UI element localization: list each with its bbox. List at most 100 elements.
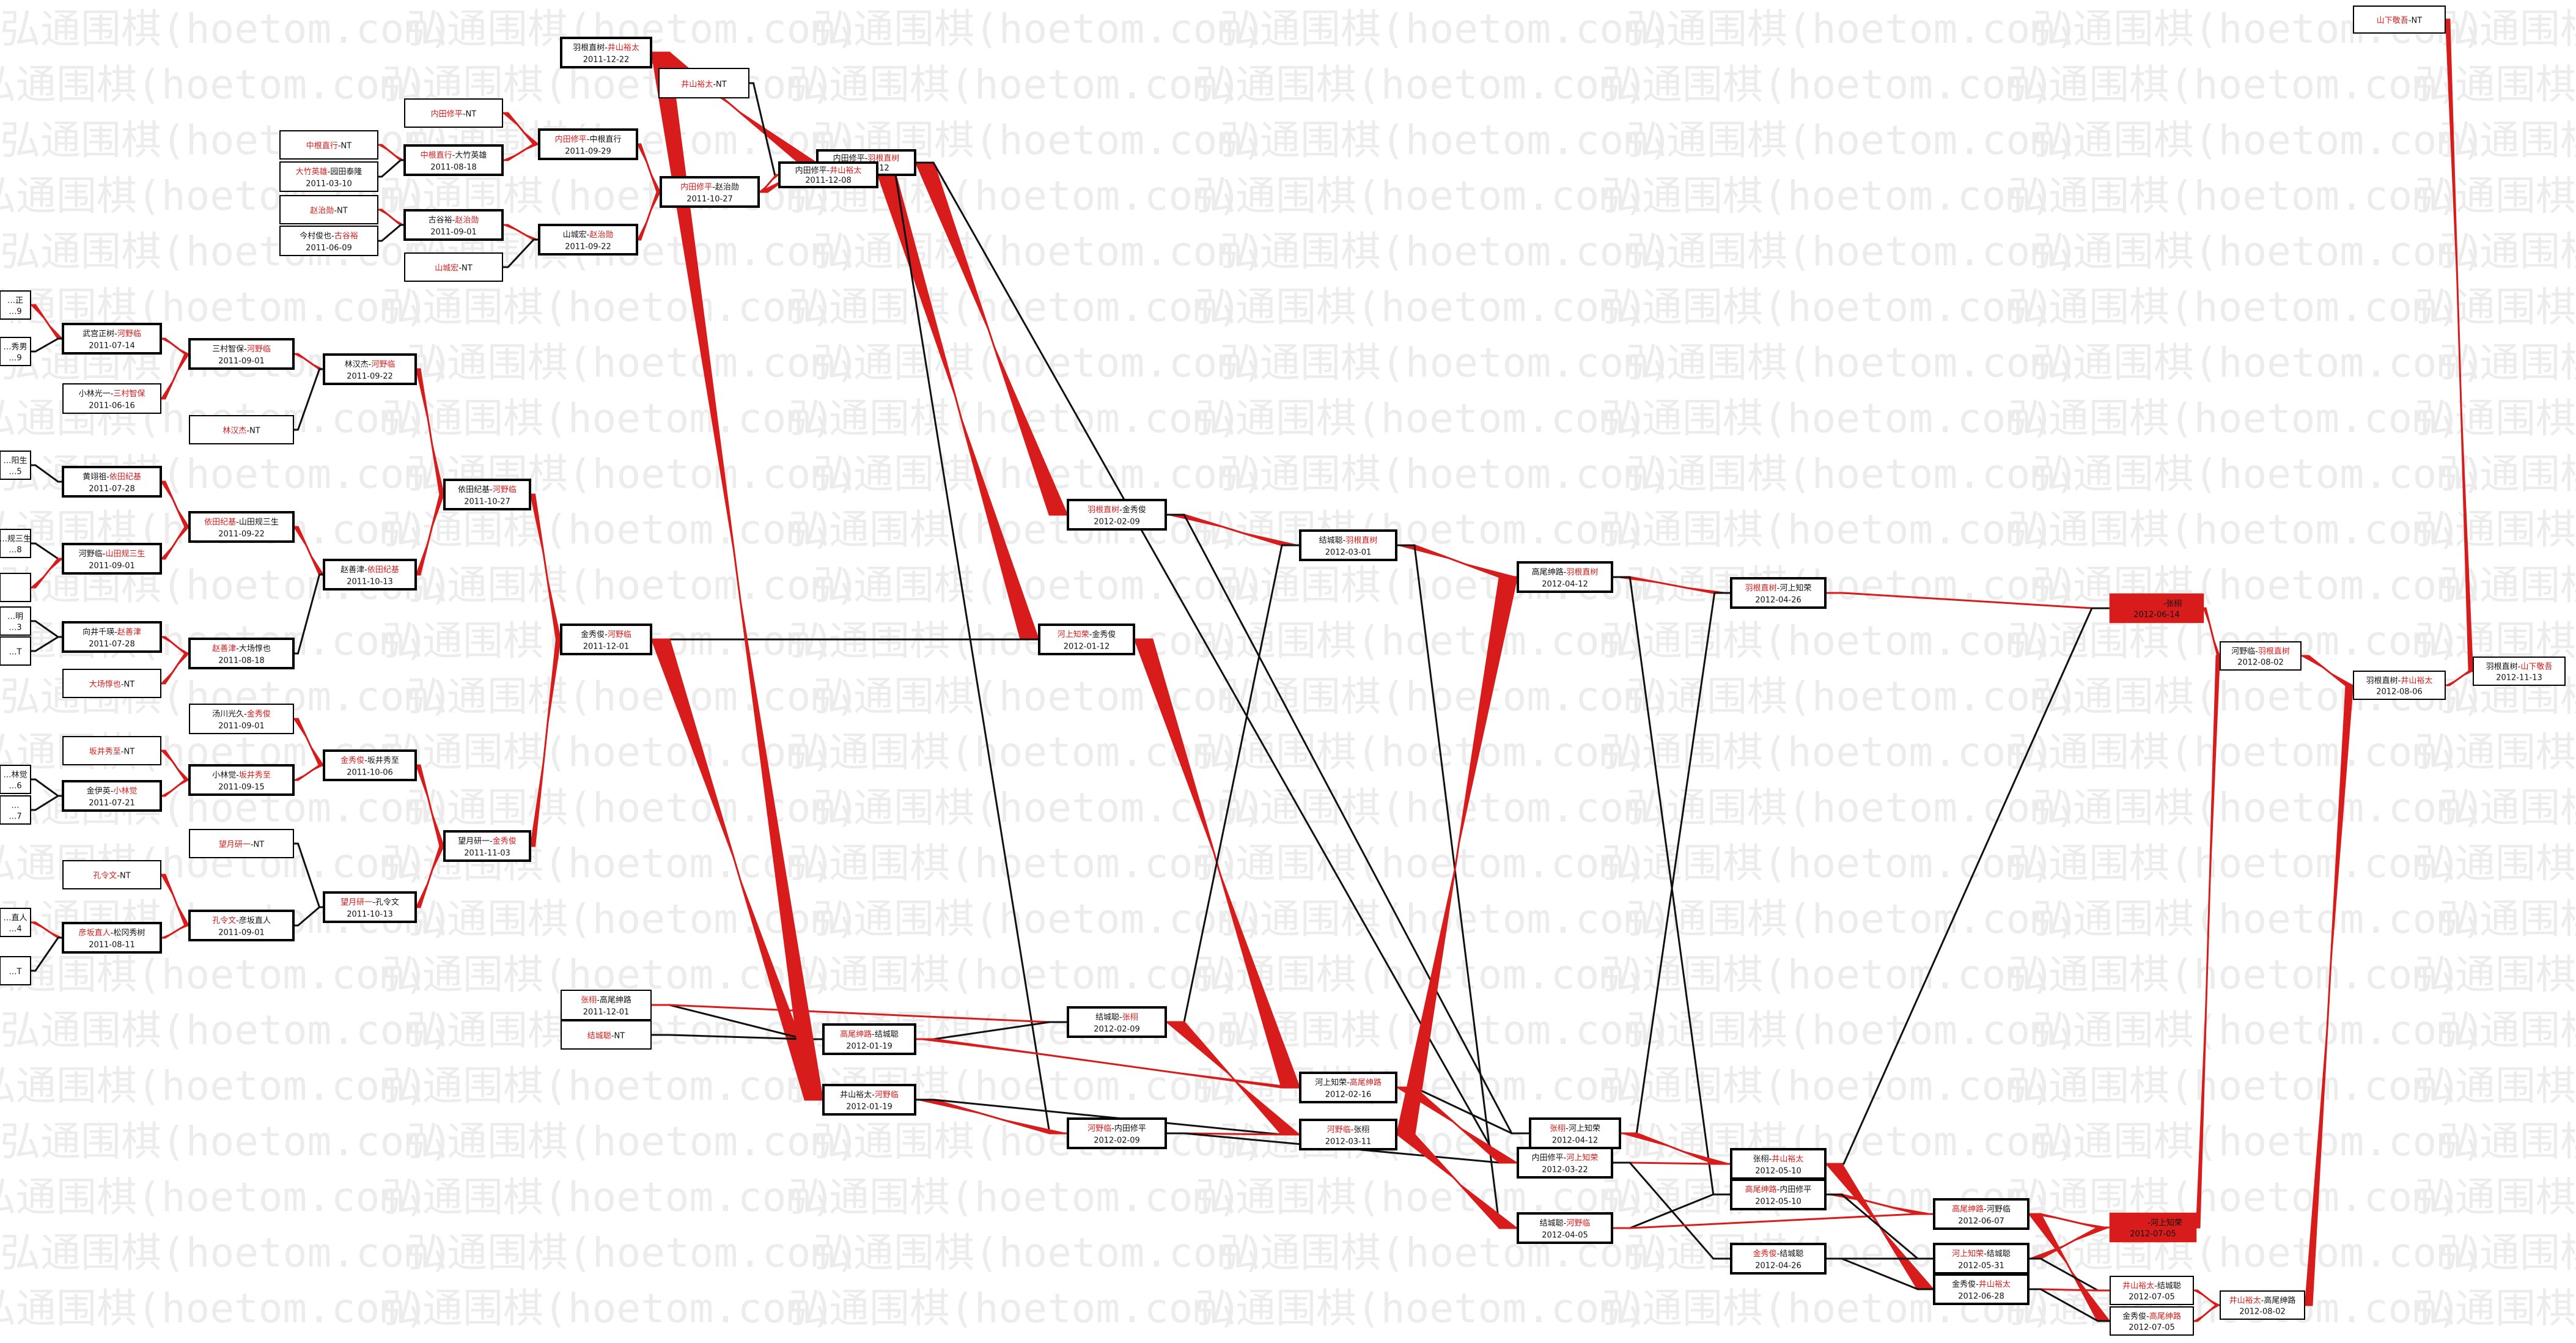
match-box[interactable]: 羽根直树-井山裕太 2012-08-06: [2353, 671, 2446, 700]
bracket-connector: [161, 636, 190, 655]
match-box[interactable]: …直人 …4: [0, 908, 31, 937]
match-box[interactable]: 内田修平-NT: [404, 98, 503, 128]
match-box[interactable]: 武宫正树-河野临 2011-07-14: [62, 323, 162, 355]
match-box[interactable]: 彦坂直人-松冈秀树 2011-08-11: [62, 922, 162, 954]
match-box[interactable]: 三村智保-河野临 2011-09-01: [188, 338, 295, 370]
match-box[interactable]: 井山裕太-NT: [658, 68, 749, 98]
match-box[interactable]: … …7: [0, 795, 31, 825]
match-box[interactable]: 望月研一-金秀俊 2011-11-03: [443, 830, 531, 862]
match-box[interactable]: 坂井秀至-NT: [62, 736, 161, 765]
match-box-frame: [538, 128, 638, 160]
match-box-frame: [189, 829, 294, 858]
match-box[interactable]: 赵善津-大场惇也 2011-08-18: [188, 638, 295, 669]
match-box[interactable]: 结城聪-河野临 2012-04-05: [1517, 1212, 1613, 1244]
match-box[interactable]: 小林光一-三村智保 2011-06-16: [62, 383, 161, 414]
match-box[interactable]: 金秀俊-结城聪 2012-04-26: [1730, 1243, 1827, 1275]
player-separator: -: [364, 565, 367, 575]
match-box[interactable]: 林汉杰-NT: [189, 415, 294, 444]
match-box[interactable]: 河上知荣-结城聪 2012-05-31: [1933, 1243, 2030, 1275]
match-box[interactable]: 河野临-山田规三生 2011-09-01: [62, 543, 162, 575]
match-box[interactable]: …T: [0, 956, 31, 985]
match-box[interactable]: 河上知荣-金秀俊 2012-01-12: [1038, 624, 1135, 655]
match-box[interactable]: 赵善津-依田纪基 2011-10-13: [323, 559, 417, 591]
match-box[interactable]: 金秀俊-高尾绅路 2012-07-05: [2110, 1306, 2194, 1336]
match-box[interactable]: 羽根直树-张栩 2012-06-14: [2109, 593, 2204, 624]
match-box[interactable]: …明 …3: [0, 606, 31, 636]
match-box[interactable]: 孔令文-彦坂直人 2011-09-01: [188, 910, 295, 941]
match-box[interactable]: …秀男 …9: [0, 337, 31, 366]
match-box[interactable]: 高尾绅路-结城聪 2012-01-19: [822, 1023, 916, 1055]
match-box[interactable]: 小林觉-坂井秀至 2011-09-15: [188, 764, 295, 796]
match-box[interactable]: 黄翊祖-依田纪基 2011-07-28: [62, 466, 162, 498]
match-box[interactable]: 依田纪基-河野临 2011-10-27: [443, 479, 531, 510]
match-box[interactable]: …林觉 …6: [0, 765, 31, 794]
match-box[interactable]: 结城聪-张栩 2012-02-09: [1067, 1006, 1167, 1038]
match-box[interactable]: 古谷裕-赵治勋 2011-09-01: [403, 209, 504, 241]
match-box[interactable]: 羽根直树-河上知荣 2012-04-26: [1730, 577, 1827, 609]
match-box[interactable]: 金秀俊-坂井秀至 2011-10-06: [323, 749, 417, 781]
match-box[interactable]: 羽根直树-金秀俊 2012-02-09: [1067, 499, 1167, 531]
match-box[interactable]: [0, 0, 31, 602]
match-box[interactable]: …阳生 …5: [0, 451, 31, 480]
match-box[interactable]: …规三生 …8: [0, 529, 31, 558]
match-box[interactable]: 望月研一-孔令文 2011-10-13: [323, 891, 417, 923]
match-box[interactable]: 河野临-张栩 2012-03-11: [1299, 1119, 1397, 1150]
match-box[interactable]: 河野临-河上知荣 2012-07-05: [2109, 1212, 2197, 1243]
match-box[interactable]: 内田修平-中根直行 2011-09-29: [538, 128, 638, 160]
match-box-frame: [62, 780, 162, 812]
match-box[interactable]: 大场惇也-NT: [62, 669, 161, 698]
match-box[interactable]: 张栩-井山裕太 2012-05-10: [1730, 1148, 1827, 1180]
match-box[interactable]: …T: [0, 636, 31, 666]
watermark-text: 弘通围棋(hoetom.com): [813, 228, 1266, 275]
match-box[interactable]: 山下敬吾-NT: [2353, 6, 2446, 34]
match-box[interactable]: 金秀俊-河野临 2011-12-01: [560, 624, 652, 655]
match-box-frame: [62, 860, 161, 889]
match-box[interactable]: 向井千瑛-赵善津 2011-07-28: [62, 621, 162, 653]
match-box[interactable]: 河上知荣-高尾绅路 2012-02-16: [1299, 1072, 1397, 1103]
match-box[interactable]: 山城宏-NT: [404, 252, 503, 282]
match-box[interactable]: 望月研一-NT: [189, 829, 294, 858]
match-box[interactable]: …正 …9: [0, 290, 31, 320]
match-box[interactable]: 内田修平-河上知荣 2012-03-22: [1517, 1147, 1613, 1179]
match-box[interactable]: 高尾绅路-羽根直树 2012-04-12: [1517, 561, 1613, 593]
match-box[interactable]: 林汉杰-河野临 2011-09-22: [323, 353, 417, 385]
match-box[interactable]: 结城聪-羽根直树 2012-03-01: [1299, 529, 1397, 561]
match-box[interactable]: 今村俊也-古谷裕 2011-06-09: [279, 226, 378, 256]
match-box[interactable]: 河野临-内田修平 2012-02-09: [1067, 1117, 1167, 1149]
player-a-name: 结城聪: [1095, 1013, 1119, 1022]
watermark-text: 弘通围棋(hoetom.com): [1602, 172, 2055, 219]
match-box[interactable]: 井山裕太-结城聪 2012-07-05: [2110, 1276, 2194, 1305]
match-box[interactable]: 中根直行-NT: [279, 130, 378, 160]
match-box[interactable]: 张栩-河上知荣 2012-04-12: [1529, 1117, 1621, 1149]
match-players: 河野临-山田规三生: [79, 550, 145, 559]
match-box[interactable]: 张栩-高尾绅路 2011-12-01: [561, 990, 652, 1020]
match-box[interactable]: 中根直行-大竹英雄 2011-08-18: [403, 144, 504, 176]
match-box[interactable]: 赵治勋-NT: [279, 195, 378, 224]
bracket-connector: [31, 464, 63, 483]
match-box[interactable]: 大竹英雄-园田泰隆 2011-03-10: [279, 161, 378, 192]
match-players: …秀男: [3, 342, 27, 351]
player-a-name: 河野临: [2231, 647, 2255, 656]
match-box[interactable]: 井山裕太-高尾绅路 2012-08-02: [2220, 1290, 2305, 1320]
match-box[interactable]: 汤川光久-金秀俊 2011-09-01: [189, 704, 294, 734]
match-box[interactable]: 金秀俊-井山裕太 2012-06-28: [1933, 1273, 2030, 1305]
match-box[interactable]: 依田纪基-山田规三生 2011-09-22: [188, 511, 295, 543]
match-players: 赵善津-大场惇也: [212, 644, 271, 653]
match-box[interactable]: 孔令文-NT: [62, 860, 161, 889]
match-players: 小林光一-三村智保: [79, 389, 145, 399]
match-box[interactable]: 河野临-羽根直树 2012-08-02: [2220, 641, 2302, 671]
match-box[interactable]: 羽根直树-井山裕太 2011-12-22: [560, 37, 652, 68]
player-separator: -: [364, 756, 367, 765]
match-box[interactable]: 山城宏-赵治勋 2011-09-22: [538, 224, 638, 256]
match-box[interactable]: 结城聪-NT: [561, 1020, 652, 1050]
match-box[interactable]: 井山裕太-河野临 2012-01-19: [822, 1084, 916, 1116]
match-date: 2011-12-01: [583, 642, 630, 651]
match-box[interactable]: 高尾绅路-内田修平 2012-05-10: [1730, 1179, 1827, 1210]
match-box[interactable]: 内田修平-赵治勋 2011-10-27: [660, 176, 760, 208]
player-separator: -: [369, 360, 372, 369]
match-box[interactable]: 金伊英-小林觉 2011-07-21: [62, 780, 162, 812]
player-b-name: 井山裕太: [2401, 676, 2432, 685]
match-box[interactable]: 高尾绅路-河野临 2012-06-07: [1933, 1198, 2030, 1230]
match-box[interactable]: 羽根直树-山下敬吾 2012-11-13: [2473, 657, 2566, 686]
